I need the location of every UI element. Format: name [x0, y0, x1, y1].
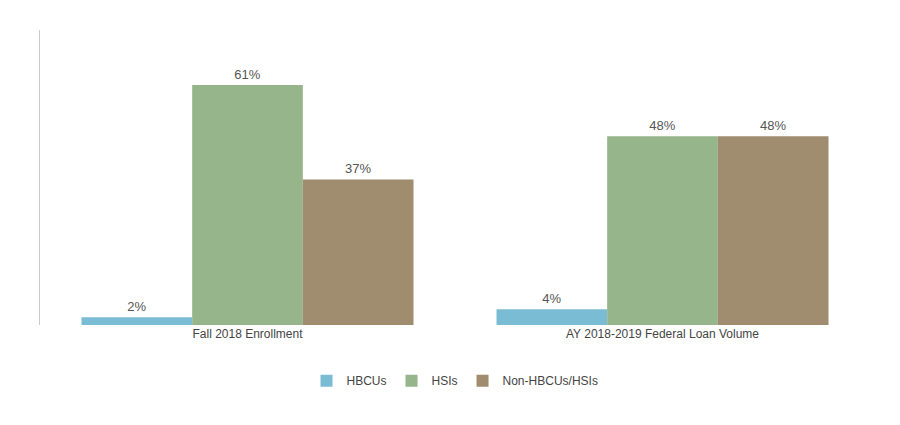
svg-text:2%: 2%	[127, 299, 146, 314]
svg-text:HSIs: HSIs	[432, 374, 458, 388]
svg-text:AY 2018-2019 Federal Loan Volu: AY 2018-2019 Federal Loan Volume	[566, 327, 759, 341]
svg-text:4%: 4%	[542, 291, 561, 306]
svg-text:48%: 48%	[760, 118, 786, 133]
svg-text:48%: 48%	[649, 118, 675, 133]
svg-text:37%: 37%	[345, 161, 371, 176]
svg-text:Non-HBCUs/HSIs: Non-HBCUs/HSIs	[503, 374, 598, 388]
svg-text:HBCUs: HBCUs	[347, 374, 387, 388]
svg-text:61%: 61%	[234, 67, 260, 82]
svg-text:Fall 2018 Enrollment: Fall 2018 Enrollment	[192, 327, 303, 341]
